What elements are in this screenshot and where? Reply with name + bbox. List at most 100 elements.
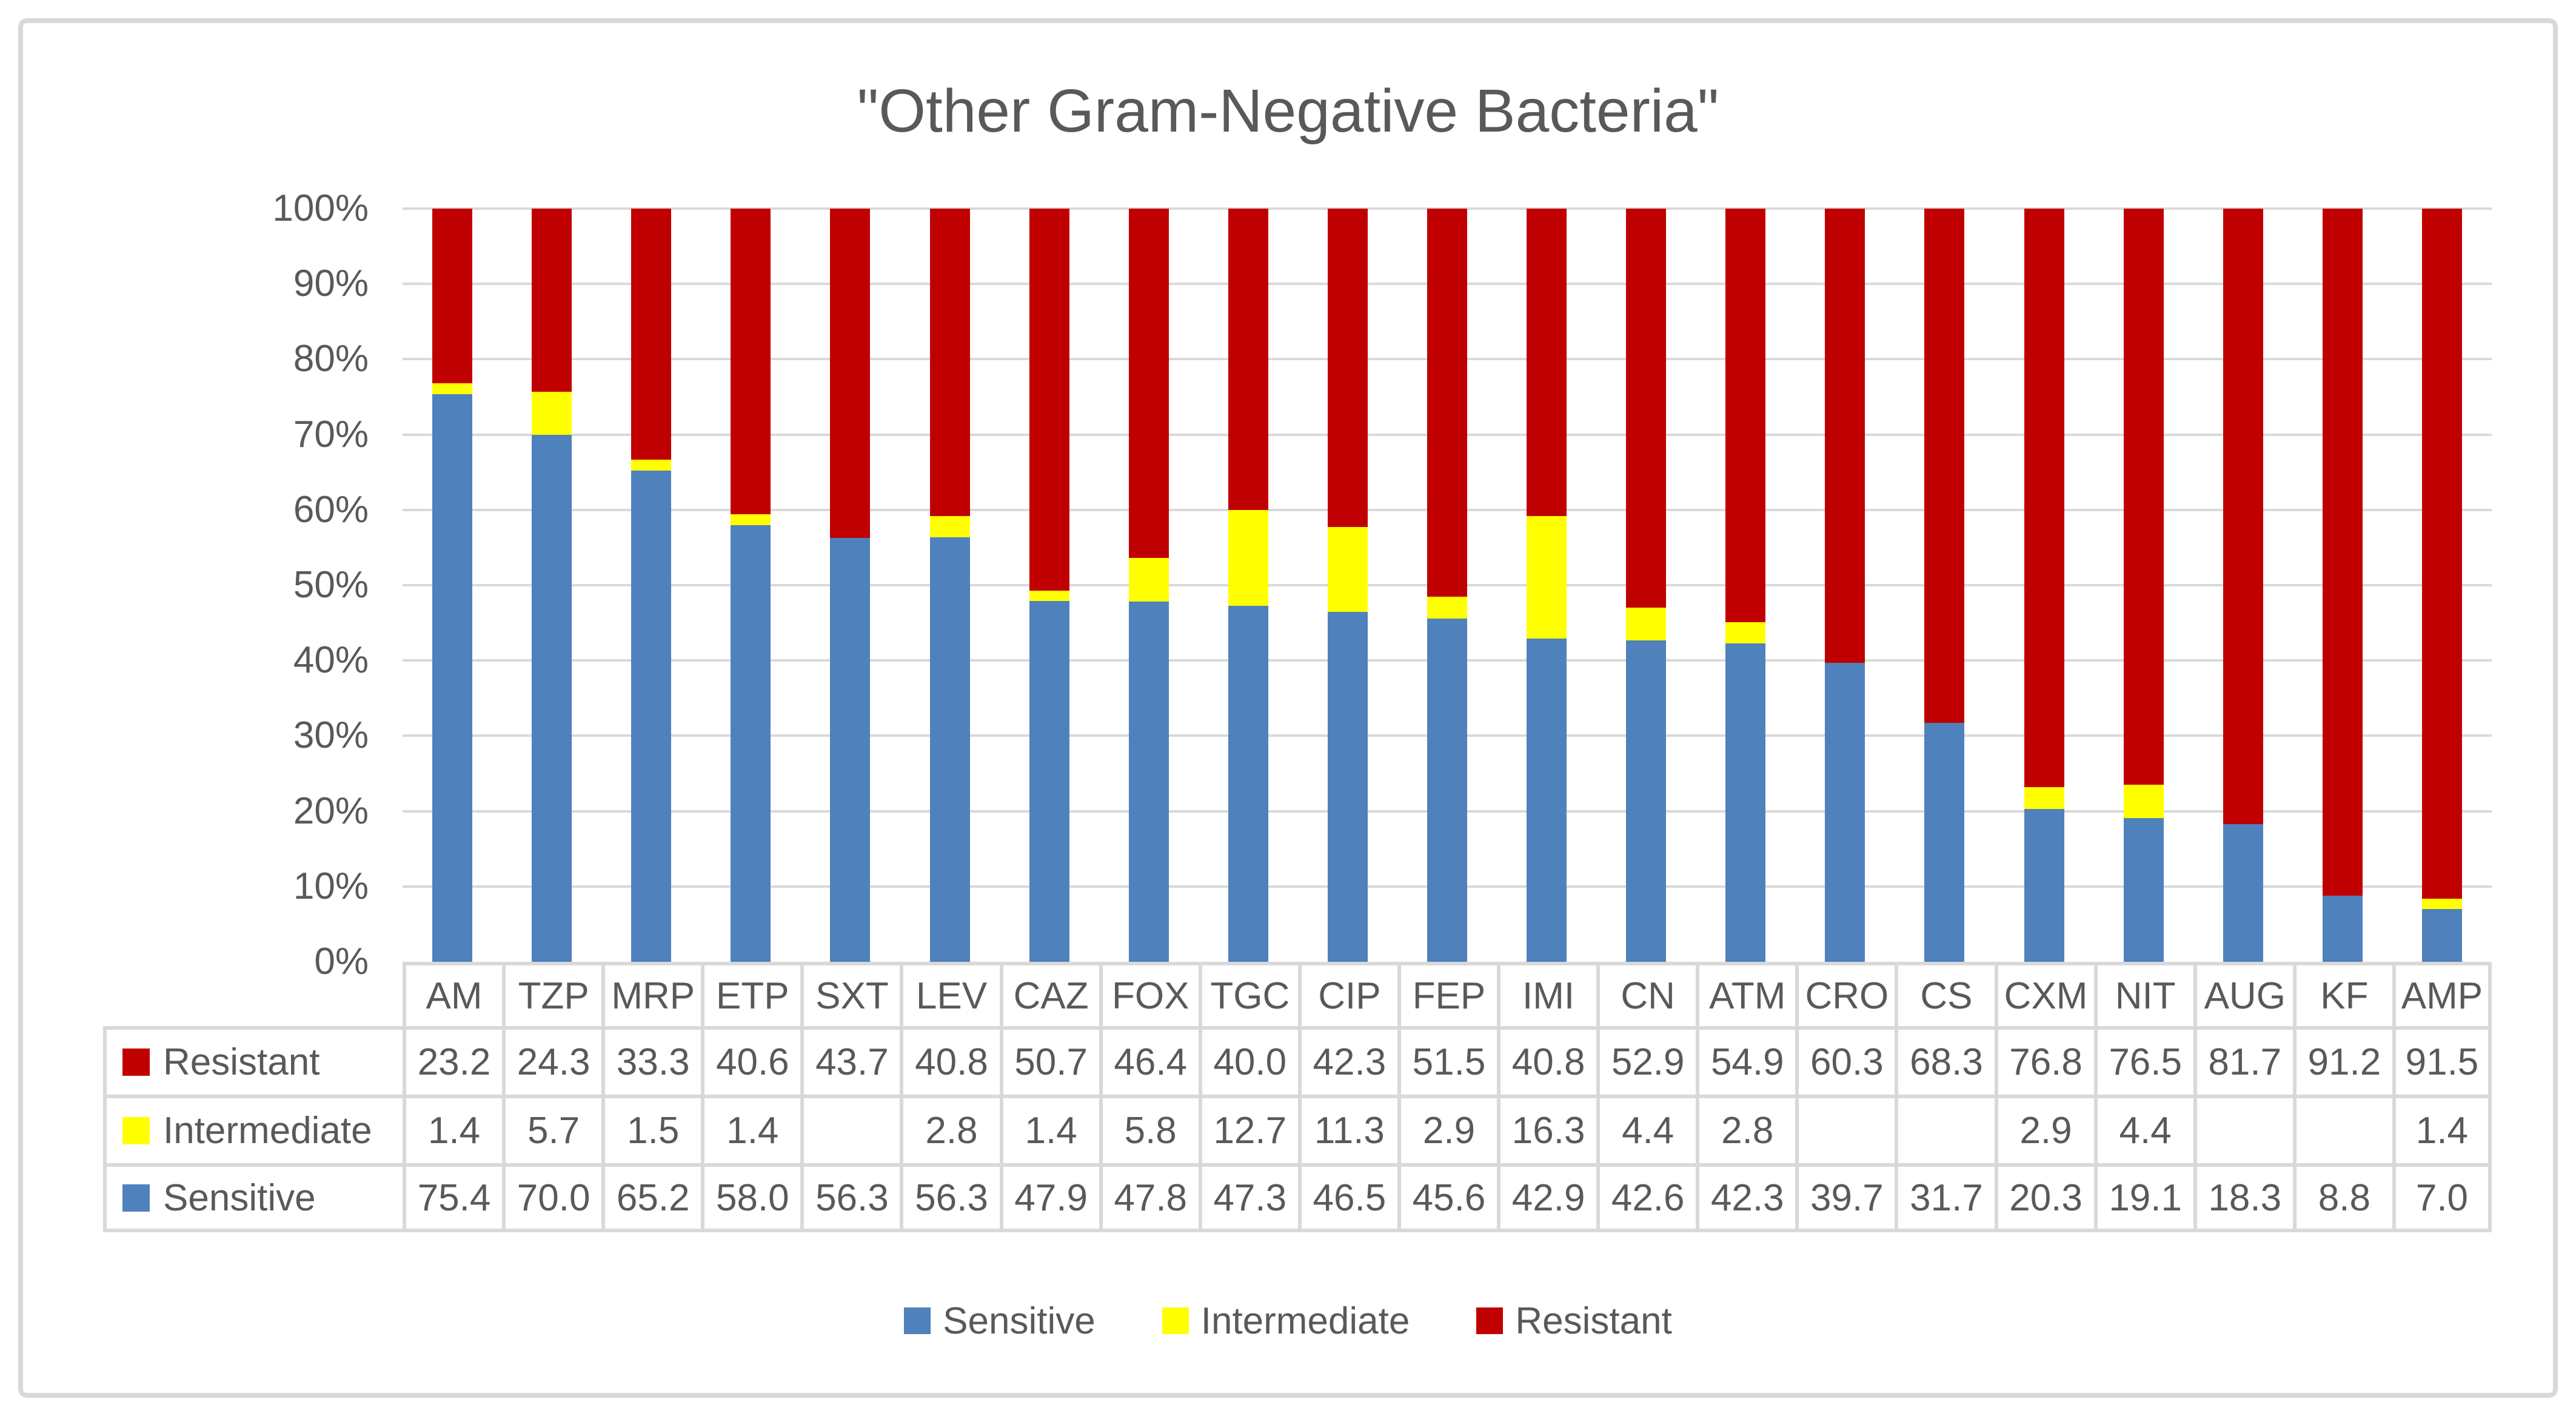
bar-fox (1128, 209, 1169, 962)
y-axis-tick-label: 0% (314, 941, 369, 982)
intermediate-legend-key (1162, 1307, 1189, 1334)
bar-amp (2421, 209, 2462, 962)
table-value: 2.9 (1397, 1095, 1497, 1163)
bar-column (1199, 209, 1298, 962)
category-label: FEP (1397, 962, 1497, 1026)
bar-segment-sensitive (1327, 612, 1368, 962)
bar-cro (1825, 209, 1865, 962)
bar-column (2193, 209, 2293, 962)
bar-cip (1327, 209, 1368, 962)
table-value (2292, 1095, 2392, 1163)
category-label: AM (403, 962, 503, 1026)
bar-segment-intermediate (1228, 509, 1268, 606)
table-value: 91.5 (2392, 1026, 2492, 1095)
legend-item-sensitive: Sensitive (904, 1300, 1096, 1343)
bar-mrp (631, 209, 672, 962)
table-value: 31.7 (1895, 1163, 1995, 1232)
legend-key-resistant (122, 1049, 150, 1076)
bar-aug (2223, 209, 2263, 962)
table-value: 2.9 (1994, 1095, 2094, 1163)
bar-segment-resistant (731, 209, 771, 515)
table-value: 11.3 (1297, 1095, 1397, 1163)
bar-column (1000, 209, 1099, 962)
y-axis-tick-label: 80% (293, 338, 369, 380)
table-value: 76.5 (2093, 1026, 2193, 1095)
bar-column (1497, 209, 1596, 962)
table-value: 20.3 (1994, 1163, 2094, 1232)
bar-segment-intermediate (2421, 898, 2462, 909)
bar-segment-intermediate (1029, 590, 1069, 602)
bar-segment-sensitive (1924, 723, 1965, 962)
bar-segment-resistant (1924, 209, 1965, 723)
table-value: 65.2 (601, 1163, 701, 1232)
category-label: LEV (900, 962, 1000, 1026)
table-value: 47.8 (1099, 1163, 1199, 1232)
table-value: 12.7 (1198, 1095, 1298, 1163)
table-value: 45.6 (1397, 1163, 1497, 1232)
table-value: 7.0 (2392, 1163, 2492, 1232)
category-label: SXT (800, 962, 900, 1026)
table-value: 91.2 (2292, 1026, 2392, 1095)
bar-lev (929, 209, 970, 962)
table-value: 4.4 (1596, 1095, 1696, 1163)
bar-segment-resistant (2322, 209, 2363, 896)
bar-column (800, 209, 900, 962)
bar-segment-intermediate (1725, 622, 1766, 643)
bar-segment-resistant (1626, 209, 1667, 608)
bar-sxt (830, 209, 871, 962)
bar-column (701, 209, 800, 962)
bar-segment-sensitive (830, 537, 871, 962)
table-value: 18.3 (2193, 1163, 2293, 1232)
table-value: 47.3 (1198, 1163, 1298, 1232)
table-value: 39.7 (1795, 1163, 1895, 1232)
y-axis-tick-label: 60% (293, 488, 369, 531)
table-value: 42.3 (1297, 1026, 1397, 1095)
category-label: CAZ (999, 962, 1099, 1026)
legend-item-resistant: Resistant (1476, 1300, 1672, 1343)
table-value: 1.5 (601, 1095, 701, 1163)
bar-segment-intermediate (631, 459, 672, 471)
plot-area (403, 207, 2492, 962)
table-value: 81.7 (2193, 1026, 2293, 1095)
bar-segment-resistant (1725, 209, 1766, 622)
bar-segment-sensitive (432, 394, 473, 962)
bar-segment-intermediate (432, 383, 473, 394)
legend: Sensitive Intermediate Resistant (23, 1297, 2553, 1345)
table-value: 40.8 (900, 1026, 1000, 1095)
table-value: 56.3 (800, 1163, 900, 1232)
legend-key-intermediate (122, 1117, 150, 1144)
bar-segment-intermediate (1128, 558, 1169, 602)
category-label: AUG (2193, 962, 2293, 1026)
bar-segment-sensitive (1427, 618, 1467, 962)
category-label: AMP (2392, 962, 2492, 1026)
bar-segment-resistant (2421, 209, 2462, 899)
bar-am (432, 209, 473, 962)
bar-segment-sensitive (2223, 824, 2263, 962)
table-value: 40.6 (701, 1026, 801, 1095)
bar-column (502, 209, 601, 962)
bar-imi (1527, 209, 1567, 962)
bar-column (1895, 209, 1994, 962)
bars (403, 209, 2492, 962)
y-axis-tick-label: 50% (293, 564, 369, 606)
bar-column (1596, 209, 1696, 962)
table-value: 24.3 (502, 1026, 602, 1095)
y-axis-tick-label: 20% (293, 790, 369, 832)
bar-segment-intermediate (2024, 787, 2064, 809)
bar-segment-sensitive (2123, 817, 2164, 962)
bar-segment-resistant (1427, 209, 1467, 597)
category-label: CRO (1795, 962, 1895, 1026)
table-value (800, 1095, 900, 1163)
bar-column (1995, 209, 2094, 962)
table-value: 1.4 (701, 1095, 801, 1163)
bar-column (1397, 209, 1497, 962)
category-label: CS (1895, 962, 1995, 1026)
bar-segment-sensitive (532, 434, 572, 962)
category-label: TGC (1198, 962, 1298, 1026)
table-value: 43.7 (800, 1026, 900, 1095)
category-label: CXM (1994, 962, 2094, 1026)
table-value: 68.3 (1895, 1026, 1995, 1095)
data-table: AM TZP MRP ETP SXT LEV CAZ FOX TGC CIP FEP IMI CN ATM… (103, 962, 2492, 1232)
bar-column (403, 209, 502, 962)
legend-key-sensitive (122, 1184, 150, 1212)
